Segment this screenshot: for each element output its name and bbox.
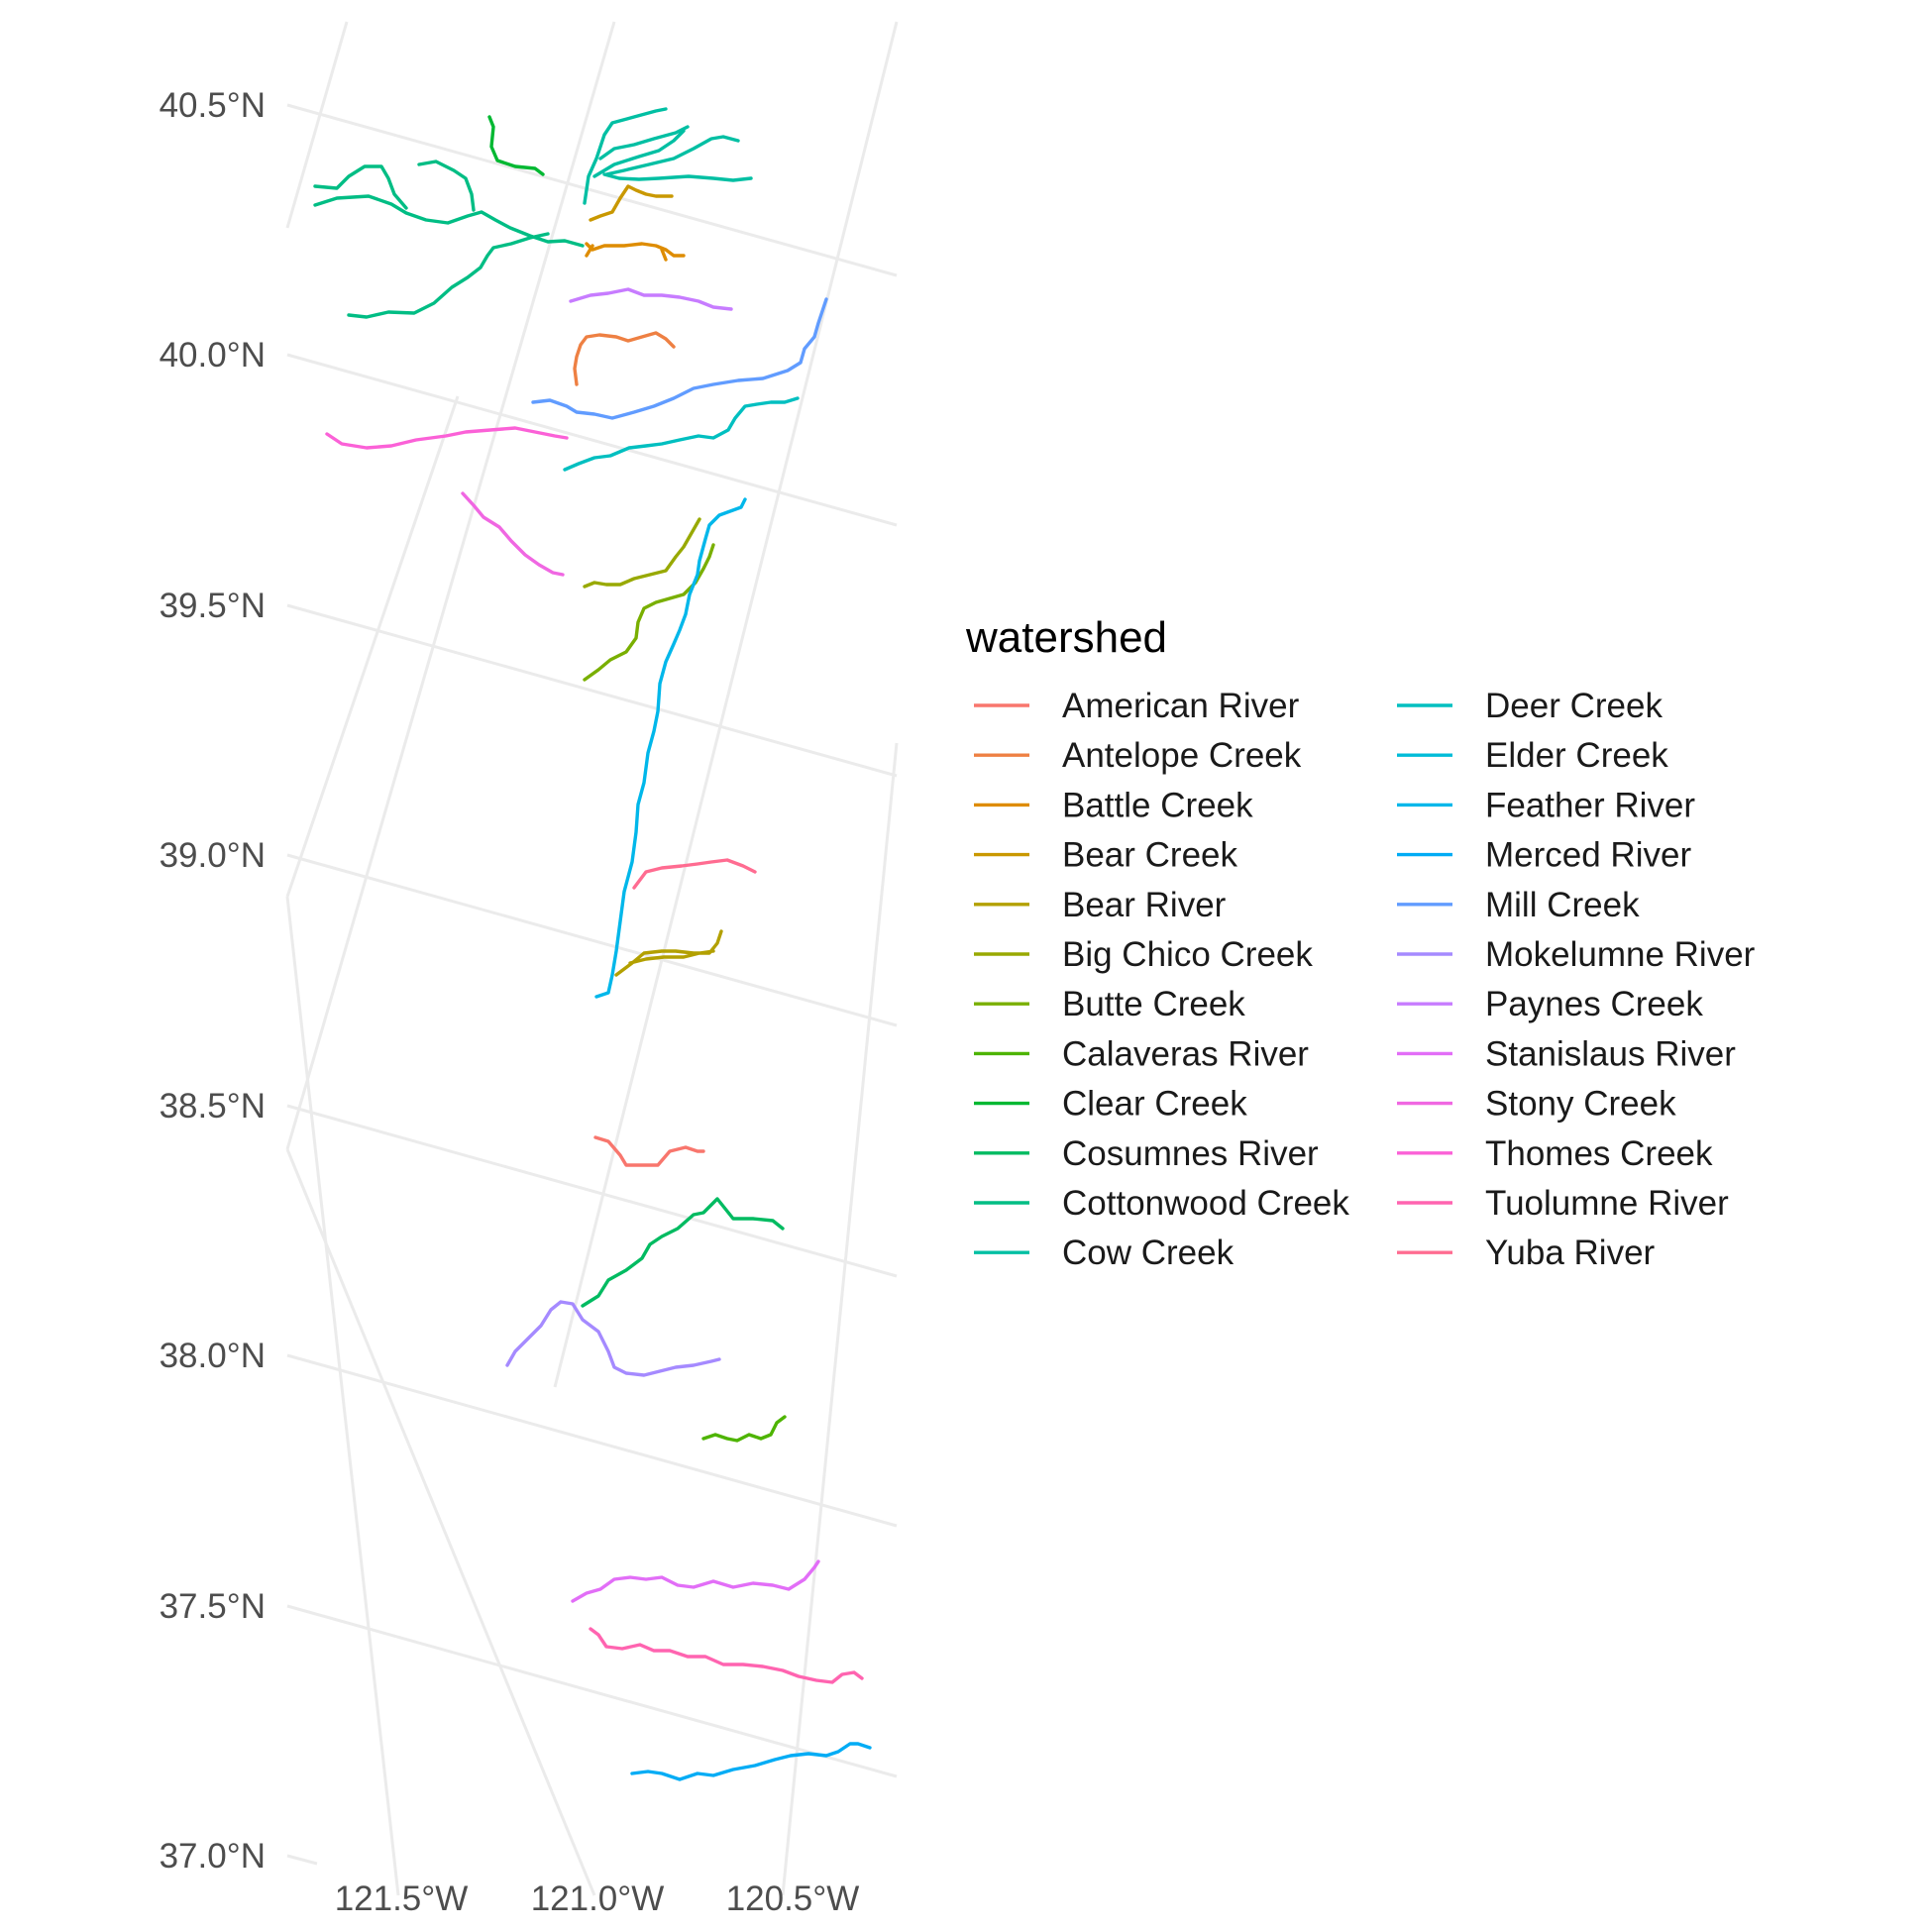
lon-gridline-120.5 xyxy=(553,21,899,1388)
lat-gridline-39.0 xyxy=(286,853,898,1027)
lat-label: 38.0°N xyxy=(160,1337,266,1375)
river-paynes-creek xyxy=(569,287,733,311)
river-mill-creek xyxy=(531,297,828,420)
river-merced-river xyxy=(630,1742,872,1781)
lon-gridline-121.0 xyxy=(285,21,616,1150)
graticule xyxy=(285,21,899,1896)
legend-label: Paynes Creek xyxy=(1485,985,1703,1023)
legend-label: Cottonwood Creek xyxy=(1062,1184,1349,1223)
river-american-river xyxy=(593,1135,705,1167)
lon-gridline-121.0b xyxy=(285,1148,596,1896)
legend-label: Clear Creek xyxy=(1062,1085,1247,1124)
lat-labels: 40.5°N 40.0°N 39.5°N 39.0°N 38.5°N 38.0°… xyxy=(160,86,266,1876)
river-tuolumne-river xyxy=(589,1627,864,1684)
lon-gridline-120.5b xyxy=(781,742,899,1896)
river-clear-creek xyxy=(487,115,545,176)
lat-label: 39.5°N xyxy=(160,587,266,625)
river-calaveras-river xyxy=(701,1415,787,1443)
legend-label: Big Chico Creek xyxy=(1062,935,1313,974)
legend-label: Thomes Creek xyxy=(1485,1134,1713,1173)
river-cow-creek xyxy=(583,107,753,205)
river-deer-creek xyxy=(563,396,800,472)
lat-gridline-40.0 xyxy=(286,353,898,527)
legend-label: Stanislaus River xyxy=(1485,1034,1736,1073)
legend-label: Calaveras River xyxy=(1062,1034,1309,1073)
legend-label: Battle Creek xyxy=(1062,786,1253,824)
legend-label: Butte Creek xyxy=(1062,985,1245,1023)
lon-label: 120.5°W xyxy=(726,1879,860,1918)
legend-label: Antelope Creek xyxy=(1062,736,1302,775)
lon-labels: 121.5°W 121.0°W 120.5°W xyxy=(335,1879,860,1918)
legend-items: American River Antelope Creek Battle Creek… xyxy=(974,687,1756,1272)
legend-label: Mill Creek xyxy=(1485,886,1640,924)
legend: watershed American River Antelope Creek Ba… xyxy=(965,613,1756,1272)
river-thomes-creek xyxy=(325,426,569,450)
legend-label: Deer Creek xyxy=(1485,687,1663,725)
legend-label: Feather River xyxy=(1485,786,1695,824)
river-cosumnes-river xyxy=(581,1197,785,1308)
lat-gridline-37.0 xyxy=(286,1854,318,1866)
legend-label: Tuolumne River xyxy=(1485,1184,1729,1223)
lat-label: 40.0°N xyxy=(160,336,266,375)
legend-label: Cow Creek xyxy=(1062,1234,1234,1272)
legend-label: Yuba River xyxy=(1485,1234,1656,1272)
lat-gridline-38.5 xyxy=(286,1104,898,1278)
river-bear-creek xyxy=(589,184,674,222)
lon-label: 121.0°W xyxy=(531,1879,665,1918)
river-butte-creek xyxy=(583,543,715,682)
legend-label: Bear Creek xyxy=(1062,836,1238,875)
rivers xyxy=(313,107,872,1781)
lon-gridline-121.5b xyxy=(285,395,460,898)
lat-label: 37.0°N xyxy=(160,1837,266,1876)
legend-label: Stony Creek xyxy=(1485,1085,1676,1124)
lon-gridline-121.5c xyxy=(285,896,400,1896)
lat-label: 40.5°N xyxy=(160,86,266,125)
lon-gridline-121.5 xyxy=(285,21,349,229)
lat-gridline-40.5 xyxy=(286,103,898,277)
river-mokelumne-river xyxy=(505,1300,721,1377)
lat-label: 37.5°N xyxy=(160,1587,266,1626)
river-stony-creek xyxy=(461,491,565,577)
river-battle-creek xyxy=(585,242,686,262)
river-cottonwood-creek xyxy=(313,160,585,319)
river-big-chico-creek xyxy=(583,517,701,589)
river-bear-river xyxy=(614,929,723,977)
river-yuba-river xyxy=(632,858,757,890)
lat-gridline-37.5 xyxy=(286,1604,898,1778)
legend-title: watershed xyxy=(965,613,1167,662)
legend-label: Cosumnes River xyxy=(1062,1134,1319,1173)
legend-label: Mokelumne River xyxy=(1485,935,1756,974)
river-antelope-creek xyxy=(573,331,676,386)
lat-gridline-38.0 xyxy=(286,1353,898,1528)
lat-label: 38.5°N xyxy=(160,1087,266,1126)
lat-gridline-39.5 xyxy=(286,603,898,778)
legend-label: Elder Creek xyxy=(1485,736,1668,775)
legend-label: American River xyxy=(1062,687,1300,725)
river-feather-river xyxy=(594,497,747,999)
river-stanislaus-river xyxy=(571,1559,820,1603)
lon-label: 121.5°W xyxy=(335,1879,469,1918)
lat-label: 39.0°N xyxy=(160,836,266,875)
legend-label: Bear River xyxy=(1062,886,1227,924)
legend-label: Merced River xyxy=(1485,836,1691,875)
